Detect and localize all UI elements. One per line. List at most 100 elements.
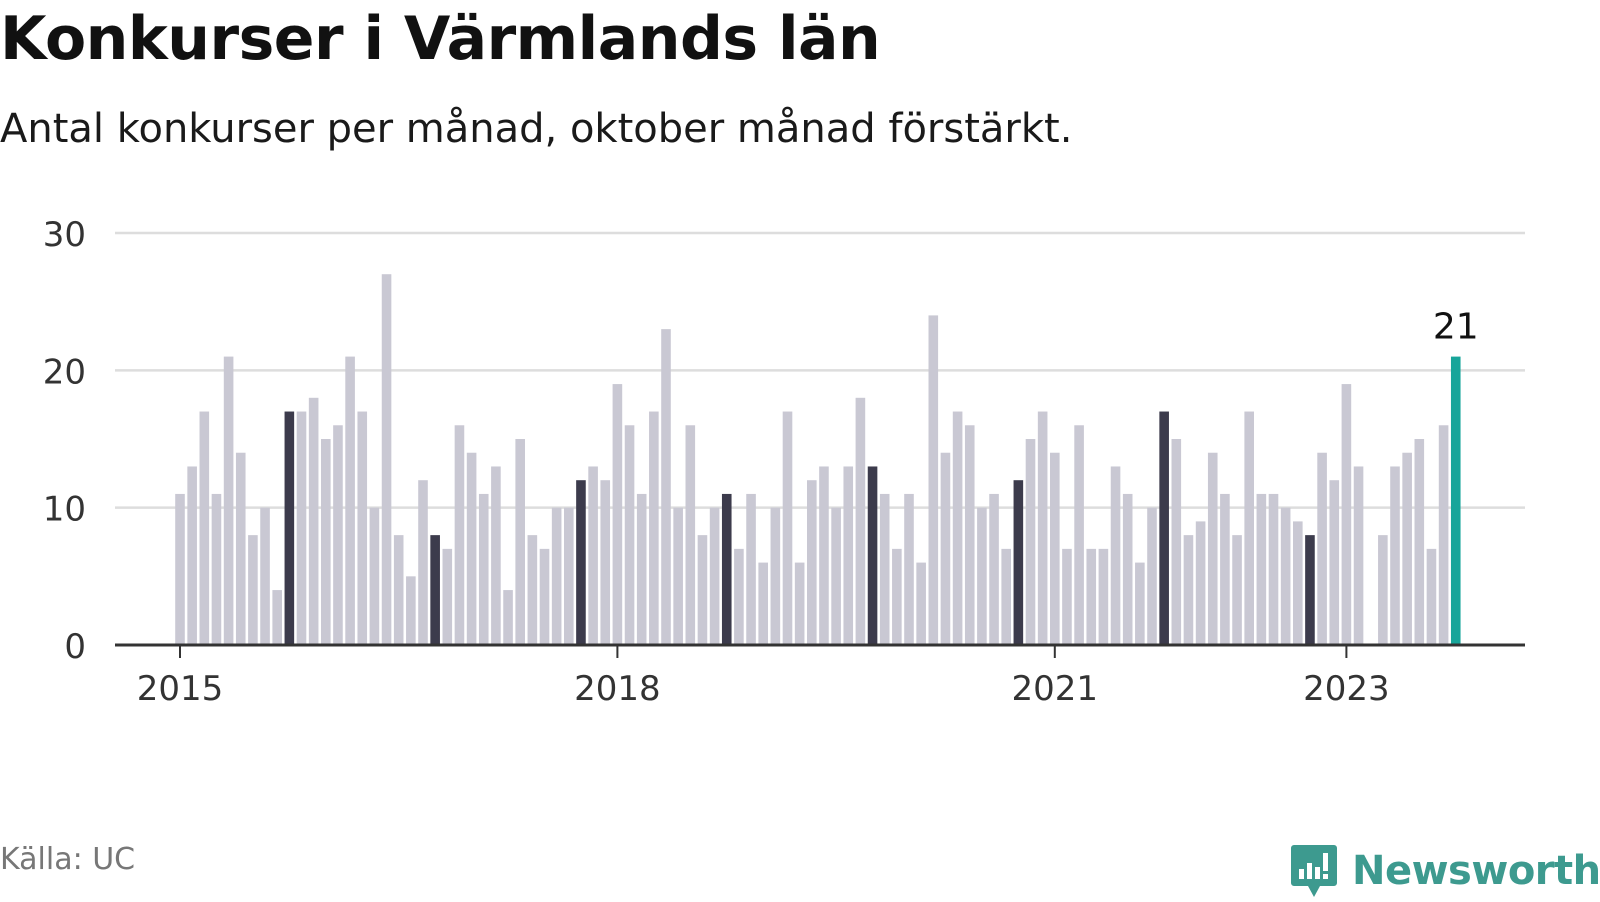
bar-october (1159, 411, 1169, 645)
data-label-latest: 21 (1433, 307, 1479, 348)
bar (1232, 535, 1242, 645)
bar (636, 493, 647, 645)
y-tick-label: 0 (64, 627, 86, 667)
source-note: Källa: UC (0, 842, 136, 877)
bar (175, 493, 185, 645)
bar (697, 535, 708, 645)
bar (770, 507, 781, 645)
bar (442, 548, 453, 645)
bar-october (430, 535, 440, 645)
bar (345, 356, 355, 645)
bar (879, 493, 890, 645)
bar (1256, 493, 1267, 645)
bar (211, 493, 222, 645)
y-tick-label: 20 (43, 352, 86, 392)
bar (515, 439, 525, 645)
bar (977, 507, 987, 645)
bar (418, 480, 428, 645)
bar (1122, 493, 1133, 645)
bar (393, 535, 404, 645)
bar (503, 590, 513, 645)
x-tick-label: 2015 (137, 669, 224, 709)
bar (964, 425, 975, 645)
x-tick-label: 2023 (1303, 669, 1390, 709)
bar (843, 466, 854, 645)
bar (321, 439, 331, 645)
bar-october (721, 493, 732, 645)
chart-subtitle: Antal konkurser per månad, oktober månad… (0, 106, 1073, 152)
bar-october (867, 466, 878, 645)
bar (260, 507, 270, 645)
bar (539, 548, 550, 645)
bar (1244, 411, 1254, 645)
bar (685, 425, 696, 645)
bar (187, 466, 197, 645)
bar (904, 493, 914, 645)
bar (478, 493, 489, 645)
bar (624, 425, 635, 645)
bar (1183, 535, 1194, 645)
bar (527, 535, 538, 645)
bars (175, 274, 1461, 645)
bar (1001, 548, 1011, 645)
bar (1390, 466, 1400, 645)
bar (1110, 466, 1121, 645)
bar (1050, 452, 1060, 645)
bar (709, 507, 720, 645)
bar (1220, 493, 1230, 645)
bar (1268, 493, 1279, 645)
bar (673, 507, 683, 645)
x-tick-label: 2018 (574, 669, 661, 709)
annotations: 21 (1433, 307, 1479, 348)
bar (1098, 548, 1109, 645)
bar (357, 411, 368, 645)
bar (1438, 425, 1449, 645)
bar (1414, 439, 1425, 645)
bar (272, 590, 282, 645)
bar (734, 548, 744, 645)
bar (1135, 562, 1145, 645)
bar (296, 411, 307, 645)
bar (235, 452, 246, 645)
brand-logo[interactable]: Newsworthy (1290, 840, 1600, 902)
bar (223, 356, 234, 645)
bar (1426, 548, 1437, 645)
bar (406, 576, 416, 645)
newsworthy-logo-icon (1291, 845, 1337, 897)
bar (551, 507, 562, 645)
bar (649, 411, 659, 645)
bar-latest (1450, 356, 1461, 645)
bar (466, 452, 477, 645)
bar (661, 329, 671, 645)
bar (782, 411, 793, 645)
bar (588, 466, 598, 645)
bar (807, 480, 817, 645)
bar-october (1013, 480, 1024, 645)
bar (1378, 535, 1388, 645)
bar (1353, 466, 1364, 645)
bar-october (284, 411, 295, 645)
bar (333, 425, 343, 645)
bar (916, 562, 926, 645)
bar (746, 493, 756, 645)
bar (952, 411, 963, 645)
bar (758, 562, 768, 645)
bar (612, 384, 623, 645)
bar (1329, 480, 1340, 645)
bar (199, 411, 210, 645)
bar (454, 425, 465, 645)
bar (1147, 507, 1157, 645)
bar-october (1305, 535, 1315, 645)
bar (1293, 521, 1303, 645)
bar (564, 507, 574, 645)
brand-name: Newsworthy (1352, 848, 1600, 894)
bar (491, 466, 501, 645)
bar (1037, 411, 1048, 645)
bar (1086, 548, 1097, 645)
y-tick-label: 30 (43, 215, 86, 255)
y-tick-label: 10 (43, 490, 86, 530)
bar (308, 397, 319, 645)
bar (1062, 548, 1072, 645)
bar (1195, 521, 1206, 645)
